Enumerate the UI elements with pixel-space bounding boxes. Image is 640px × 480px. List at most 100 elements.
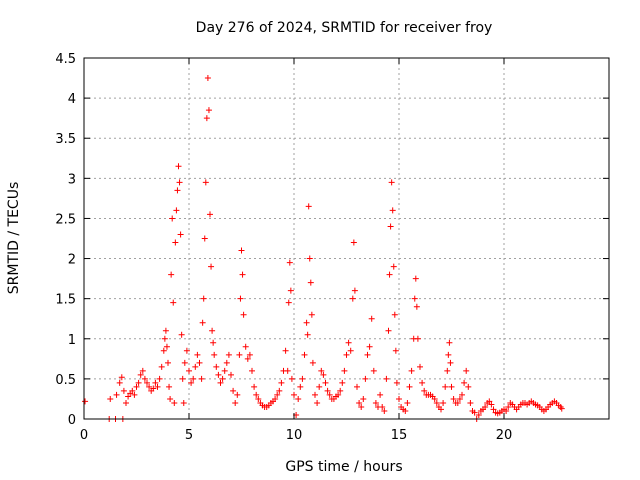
data-point	[558, 405, 565, 412]
data-point	[471, 409, 478, 416]
data-point	[408, 367, 415, 374]
data-point	[306, 255, 313, 262]
data-point	[299, 375, 306, 382]
data-series	[82, 75, 565, 422]
data-point	[287, 287, 294, 294]
data-point	[285, 299, 292, 306]
data-point	[125, 393, 132, 400]
data-point	[304, 331, 311, 338]
data-point	[177, 231, 184, 238]
data-point	[388, 179, 395, 186]
data-point	[467, 399, 474, 406]
data-point	[364, 351, 371, 358]
y-tick-label: 4.5	[55, 52, 76, 67]
data-point	[456, 395, 463, 402]
data-point	[234, 391, 241, 398]
data-point	[113, 391, 120, 398]
data-point	[201, 235, 208, 242]
data-point	[372, 399, 379, 406]
data-point	[255, 395, 262, 402]
data-point	[173, 207, 180, 214]
data-point	[318, 367, 325, 374]
data-point	[312, 391, 318, 398]
data-point	[209, 327, 216, 334]
data-point	[396, 395, 402, 402]
data-point	[165, 359, 171, 366]
data-point	[335, 391, 342, 398]
data-point	[236, 351, 243, 358]
data-point	[172, 239, 179, 246]
data-point	[303, 319, 310, 326]
data-point	[129, 387, 136, 394]
data-point	[320, 371, 327, 378]
data-point	[351, 287, 358, 294]
data-point	[291, 391, 297, 398]
data-point	[152, 379, 159, 386]
data-point	[237, 295, 244, 302]
data-point	[204, 75, 211, 82]
data-point	[440, 399, 447, 406]
data-point	[154, 383, 161, 390]
data-point	[377, 391, 384, 398]
data-point	[200, 295, 207, 302]
data-point	[162, 327, 169, 334]
data-point	[286, 259, 293, 266]
x-axis-label: GPS time / hours	[285, 459, 402, 475]
data-point	[150, 385, 157, 392]
data-point	[309, 359, 316, 366]
data-point	[207, 211, 213, 218]
y-axis-label: SRMTID / TECUs	[6, 182, 22, 295]
data-point	[194, 351, 201, 358]
data-point	[459, 391, 465, 398]
data-point	[350, 239, 357, 246]
data-point	[411, 295, 418, 302]
data-point	[387, 223, 394, 230]
grid	[84, 58, 609, 419]
axis-ticks	[83, 57, 609, 420]
data-point	[171, 399, 178, 406]
y-tick-label: 3.5	[55, 132, 76, 147]
data-point	[158, 363, 165, 370]
y-tick-label: 2.5	[55, 212, 76, 227]
data-point	[242, 343, 249, 350]
data-point	[82, 398, 89, 405]
data-point	[295, 395, 302, 402]
data-point	[450, 395, 457, 402]
data-point	[347, 347, 354, 354]
data-point	[210, 339, 217, 346]
data-point	[381, 407, 388, 414]
data-point	[163, 343, 170, 350]
data-point	[465, 383, 472, 390]
data-point	[131, 391, 138, 398]
data-point	[183, 347, 190, 354]
data-point	[230, 387, 237, 394]
data-point	[232, 399, 239, 406]
data-point	[178, 331, 185, 338]
data-point	[431, 395, 438, 402]
data-point	[366, 343, 373, 350]
data-point	[244, 355, 251, 362]
data-point	[272, 395, 279, 402]
data-point	[370, 367, 377, 374]
data-point	[133, 383, 140, 390]
data-point	[341, 367, 348, 374]
data-point	[137, 371, 144, 378]
data-point	[179, 375, 186, 382]
data-point	[135, 379, 142, 386]
x-tick-label: 10	[286, 428, 303, 443]
data-point	[276, 387, 283, 394]
data-point	[379, 403, 386, 410]
x-tick-label: 15	[391, 428, 408, 443]
data-point	[215, 371, 222, 378]
y-tick-label: 1	[68, 333, 76, 348]
data-point	[463, 367, 470, 374]
data-point	[160, 347, 167, 354]
y-tick-label: 2	[68, 253, 76, 268]
data-point	[412, 275, 419, 282]
plot-frame	[83, 57, 610, 420]
data-point	[308, 311, 315, 318]
data-point	[174, 187, 181, 194]
data-point	[120, 387, 127, 394]
data-point	[314, 399, 321, 406]
data-point	[368, 315, 375, 322]
